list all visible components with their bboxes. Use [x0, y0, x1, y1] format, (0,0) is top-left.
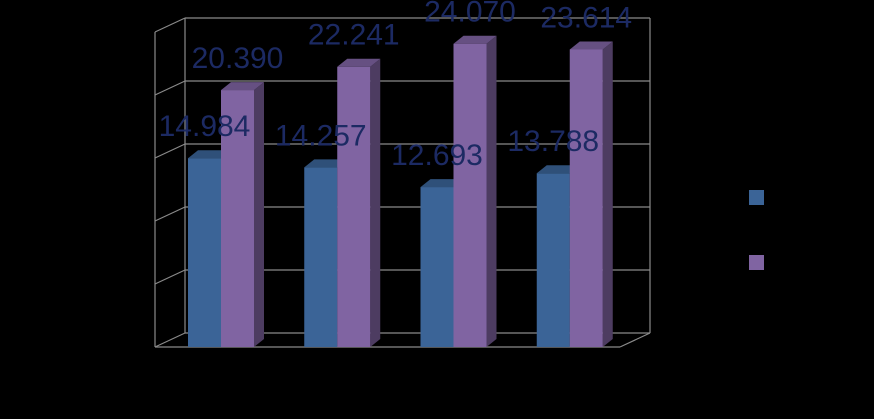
bar [453, 43, 487, 348]
bar-top [304, 159, 348, 168]
bar [420, 187, 454, 347]
data-label: 12.693 [391, 139, 483, 172]
bar-side [602, 41, 613, 348]
bar [337, 66, 371, 347]
bar-top [420, 179, 464, 188]
legend-swatch [749, 255, 764, 270]
data-label: 14.257 [275, 119, 367, 152]
bar [569, 49, 603, 348]
floor-edge [619, 332, 651, 348]
grid-line [154, 80, 186, 96]
bar-top [569, 41, 613, 50]
bar [188, 158, 221, 347]
grid-line [154, 17, 186, 33]
bar-top [536, 165, 580, 174]
grid-line [154, 332, 186, 348]
bar-top [453, 35, 497, 44]
grid-line [154, 206, 186, 222]
bar-side [370, 58, 381, 348]
data-label: 14.984 [159, 110, 251, 143]
data-label: 24.070 [424, 0, 516, 29]
data-label: 22.241 [308, 19, 400, 52]
legend-swatch [749, 190, 764, 205]
grid-line [154, 143, 186, 159]
bar [536, 173, 570, 347]
data-label: 23.614 [540, 1, 632, 34]
bar [221, 90, 254, 347]
bar [304, 167, 338, 347]
data-label: 20.390 [192, 42, 284, 75]
bar-side [486, 35, 497, 348]
grid-line [154, 269, 186, 285]
bar-top [188, 150, 231, 159]
bar-side [254, 82, 264, 347]
bar-top [337, 58, 381, 67]
data-label: 13.788 [507, 125, 599, 158]
bar-top [221, 82, 264, 91]
